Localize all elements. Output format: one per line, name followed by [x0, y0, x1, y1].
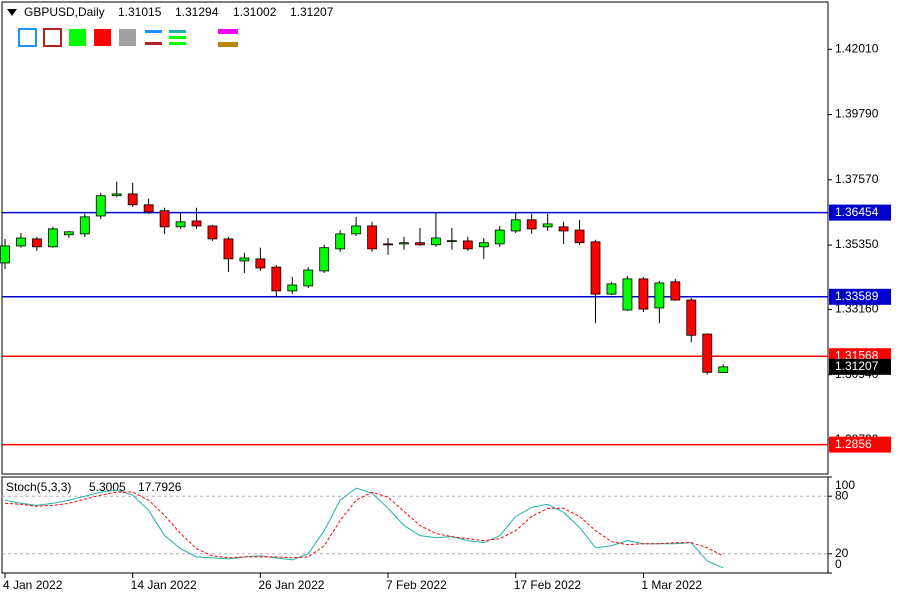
candle-body — [542, 223, 553, 228]
candle-body — [191, 220, 202, 227]
candle-body — [606, 283, 617, 295]
level-label: 1.33589 — [835, 289, 879, 303]
y-tick-label: 1.42010 — [835, 41, 879, 55]
icon[interactable] — [145, 42, 162, 45]
candle-body — [351, 225, 362, 235]
candle-body — [111, 193, 122, 197]
candle-body — [255, 258, 266, 269]
y-tick-label: 0 — [835, 557, 842, 571]
level-label: 1.36454 — [835, 205, 879, 219]
icon[interactable] — [169, 42, 186, 45]
current-price-label: 1.31207 — [835, 359, 879, 373]
icon[interactable] — [169, 36, 186, 39]
candle-body — [399, 242, 409, 245]
icon[interactable] — [169, 30, 186, 33]
candle-body — [686, 299, 697, 336]
stoch-signal-value: 17.7926 — [138, 480, 182, 494]
candle-body — [670, 281, 681, 301]
candle-body — [79, 216, 90, 235]
candle-body — [143, 204, 154, 213]
candle-body — [415, 242, 425, 246]
candle-body — [383, 243, 393, 246]
x-tick-label: 4 Jan 2022 — [3, 578, 63, 592]
main-panel — [1, 1, 829, 475]
candle-body — [223, 238, 234, 260]
level-label: 1.2856 — [835, 437, 872, 451]
candle-body — [63, 231, 74, 236]
candle-body — [702, 333, 713, 373]
candle-body — [95, 195, 106, 217]
candle-body — [510, 219, 521, 232]
candle-body — [718, 366, 729, 373]
candle-body — [16, 237, 26, 247]
candle-body — [446, 240, 457, 243]
icon[interactable] — [18, 28, 37, 47]
candle-body — [287, 284, 298, 292]
icon[interactable] — [218, 42, 238, 47]
level-label-box — [829, 288, 891, 305]
symbol-title: GBPUSD,Daily — [24, 5, 105, 19]
candle-body — [239, 257, 250, 262]
candle-body — [478, 242, 489, 248]
candle-body — [431, 237, 441, 246]
menu-arrow[interactable] — [7, 9, 17, 16]
icon[interactable] — [94, 29, 111, 46]
candle-body — [654, 282, 665, 309]
candle-body — [622, 278, 633, 311]
candle-body — [335, 233, 346, 250]
y-tick-label: 1.33160 — [835, 302, 879, 316]
high-value: 1.31294 — [175, 5, 219, 19]
stoch-title: Stoch(5,3,3) — [6, 480, 71, 494]
x-tick-label: 26 Jan 2022 — [258, 578, 324, 592]
icon[interactable] — [119, 29, 136, 46]
y-tick-label: 20 — [835, 546, 849, 560]
x-tick-label: 1 Mar 2022 — [641, 578, 702, 592]
candle-body — [175, 221, 186, 228]
candle-body — [367, 225, 377, 250]
candle-body — [590, 241, 601, 295]
candle-body — [0, 245, 10, 264]
x-tick-label: 14 Jan 2022 — [131, 578, 197, 592]
open-value: 1.31015 — [118, 5, 162, 19]
candle-body — [526, 219, 537, 230]
candle-body — [32, 238, 42, 248]
x-tick-label: 17 Feb 2022 — [514, 578, 582, 592]
y-tick-label: 1.39790 — [835, 107, 879, 121]
stoch-line — [4, 491, 724, 559]
candle-body — [303, 269, 314, 287]
candle-body — [462, 240, 473, 250]
icon[interactable] — [69, 29, 86, 46]
current-price-box — [829, 358, 891, 375]
candle-body — [159, 210, 170, 228]
y-tick-label: 1.35350 — [835, 237, 879, 251]
icon[interactable] — [145, 30, 162, 33]
x-tick-label: 7 Feb 2022 — [386, 578, 447, 592]
stoch-panel — [1, 476, 829, 574]
candle-body — [558, 226, 569, 232]
y-tick-label: 1.37570 — [835, 172, 879, 186]
candle-body — [319, 247, 330, 272]
candle-body — [127, 193, 138, 206]
candle-body — [638, 278, 649, 310]
low-value: 1.31002 — [233, 5, 277, 19]
level-label-box — [829, 436, 891, 453]
candle-body — [47, 228, 58, 248]
toolbar-icons — [18, 28, 238, 47]
close-value: 1.31207 — [290, 5, 334, 19]
level-label-box — [829, 204, 891, 221]
icon[interactable] — [43, 28, 62, 47]
candle-body — [271, 266, 282, 292]
candle-body — [207, 225, 218, 240]
candle-body — [494, 229, 505, 245]
candle-body — [574, 229, 585, 244]
y-tick-label: 80 — [835, 488, 849, 502]
icon[interactable] — [218, 29, 238, 34]
y-tick-label: 100 — [835, 478, 855, 492]
